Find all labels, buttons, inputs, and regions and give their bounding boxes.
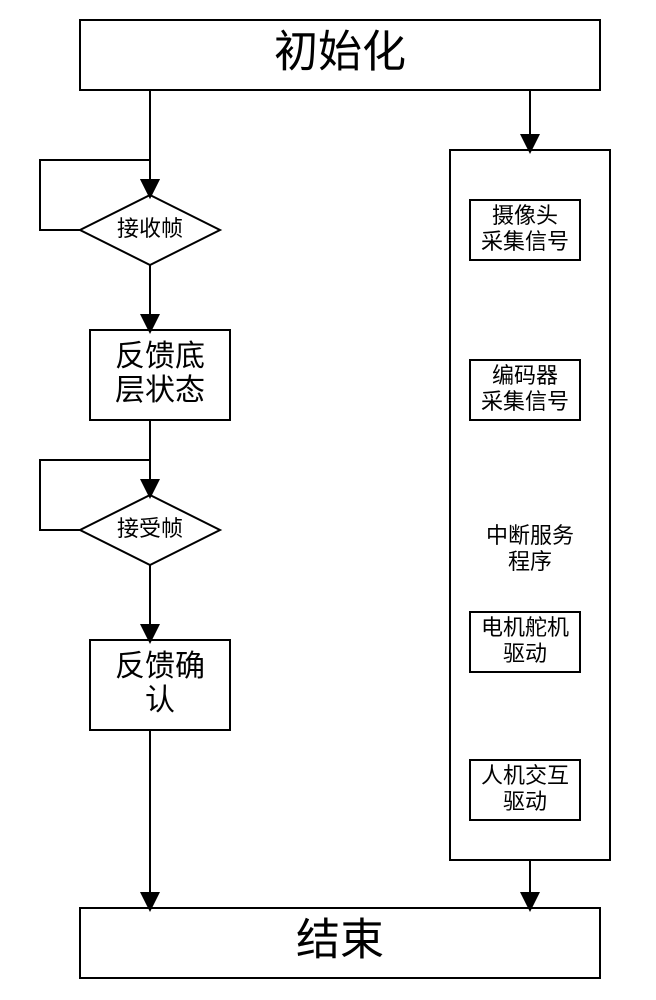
node-cam-text: 采集信号 <box>481 229 569 254</box>
flowchart-canvas: 初始化结束接收帧反馈底层状态接受帧反馈确认中断服务程序摄像头采集信号编码器采集信… <box>0 0 656 1000</box>
node-enc-text: 编码器 <box>492 363 558 388</box>
node-enc-text: 采集信号 <box>481 389 569 414</box>
node-motor-text: 电机舵机 <box>481 615 569 640</box>
node-hmi-text: 驱动 <box>503 789 547 814</box>
node-svc_title-text: 中断服务 <box>486 523 574 548</box>
node-d2-text: 接受帧 <box>117 516 183 541</box>
node-d1-text: 接收帧 <box>117 216 183 241</box>
node-hmi-text: 人机交互 <box>481 763 569 788</box>
node-motor-text: 驱动 <box>503 641 547 666</box>
node-cam-text: 摄像头 <box>492 203 558 228</box>
node-svc_title-text: 程序 <box>508 549 552 574</box>
node-end-text: 结束 <box>296 916 384 965</box>
node-fb_ack-text: 反馈确 <box>115 650 205 683</box>
node-fb_state-text: 反馈底 <box>115 340 205 373</box>
node-start-text: 初始化 <box>274 28 406 77</box>
node-fb_state-text: 层状态 <box>115 374 205 407</box>
node-fb_ack-text: 认 <box>145 684 175 717</box>
